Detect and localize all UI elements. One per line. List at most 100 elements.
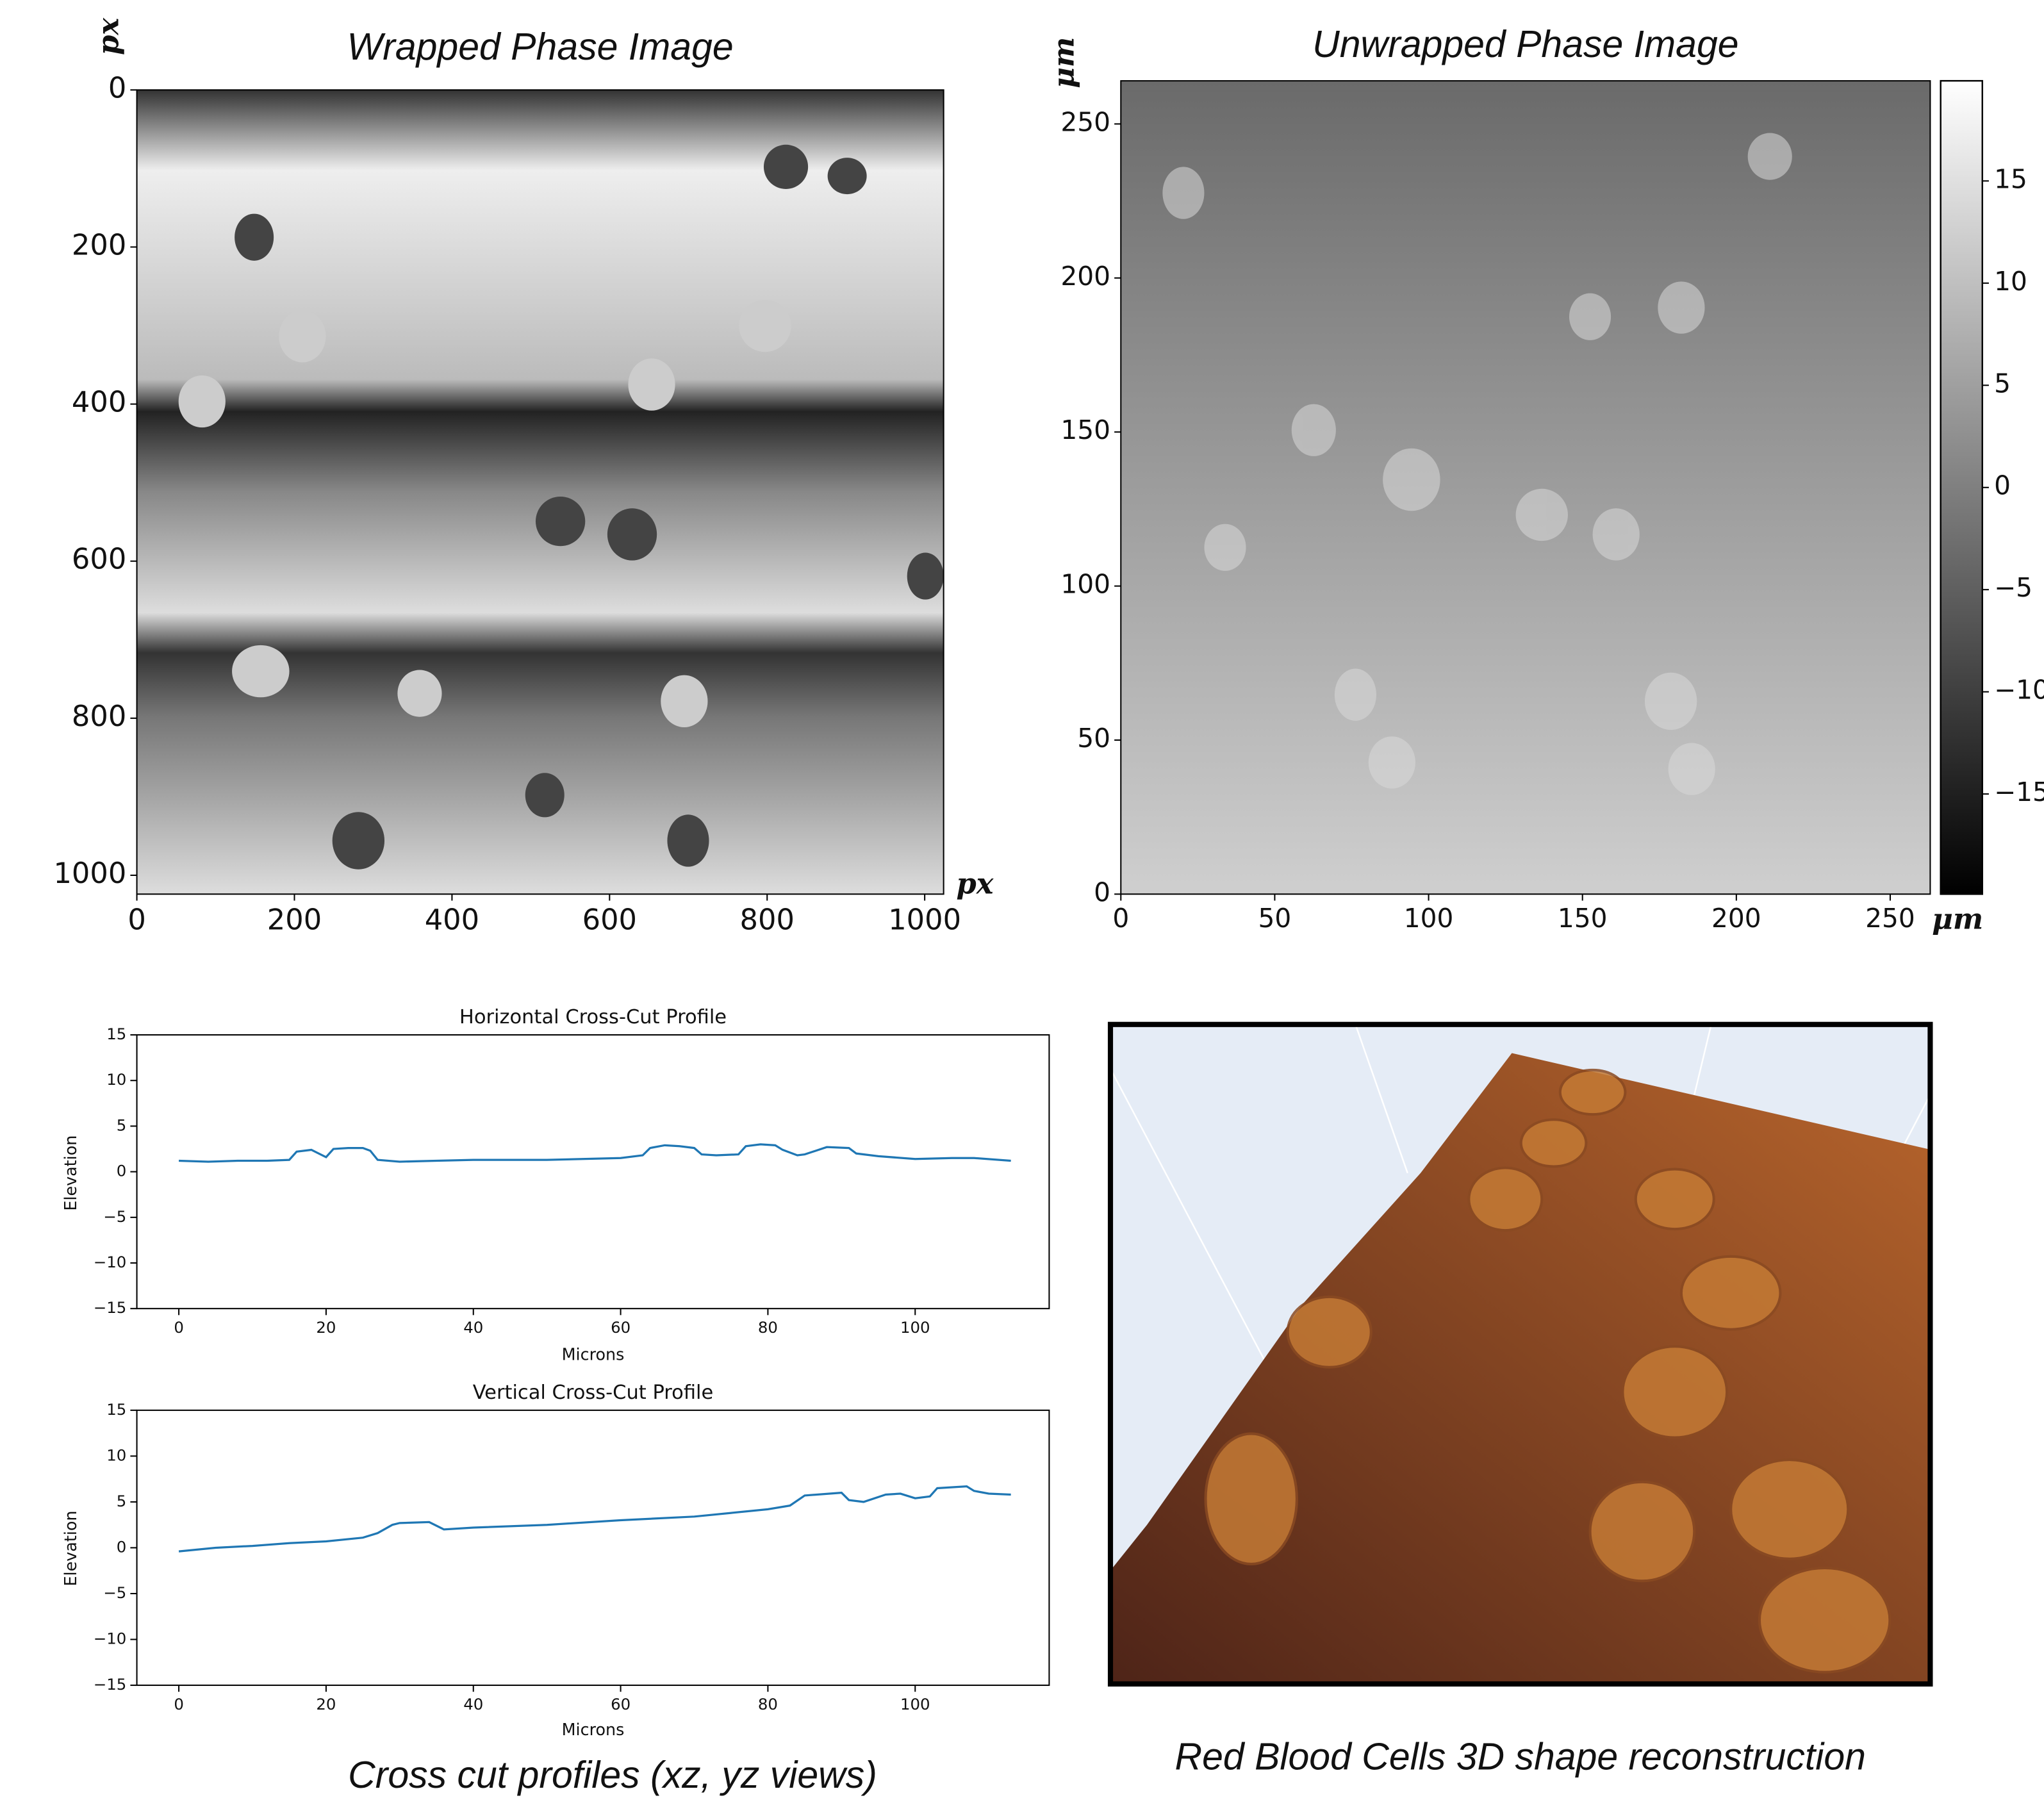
x-tick-label: 600 — [582, 902, 637, 936]
y-tick-label: −10 — [94, 1253, 126, 1271]
cell — [907, 552, 944, 599]
cell — [1760, 1568, 1890, 1672]
x-tick-label: 40 — [463, 1318, 483, 1337]
profile-line — [179, 1144, 1011, 1162]
y-tick-label: 5 — [117, 1492, 127, 1510]
y-tick-label: −15 — [94, 1675, 126, 1694]
y-tick-label: 5 — [117, 1116, 127, 1134]
caption: Cross cut profiles (xz, yz views) — [348, 1754, 877, 1796]
cell — [1622, 1346, 1727, 1437]
colorbar-tick-label: 5 — [1994, 368, 2011, 399]
y-tick-label: 800 — [72, 699, 126, 733]
cell — [1204, 524, 1246, 571]
cell — [1569, 293, 1611, 340]
cell — [1636, 1169, 1714, 1230]
x-tick-label: 20 — [316, 1695, 336, 1713]
cell — [1669, 743, 1715, 795]
cell — [1748, 133, 1792, 179]
cell — [628, 358, 675, 410]
cell — [828, 158, 867, 194]
cell — [1205, 1433, 1296, 1563]
cell — [279, 310, 326, 362]
x-tick-label: 200 — [1711, 903, 1761, 934]
cell — [1590, 1482, 1695, 1581]
profile-line — [179, 1487, 1011, 1552]
y-tick-label: 400 — [72, 385, 126, 419]
y-tick-label: 15 — [106, 1025, 126, 1043]
x-tick-label: 150 — [1558, 903, 1608, 934]
cell — [667, 814, 709, 866]
y-tick-label: 0 — [1094, 877, 1110, 907]
y-tick-label: 10 — [106, 1446, 126, 1464]
y-axis-label: px — [91, 17, 125, 55]
x-tick-label: 100 — [900, 1695, 930, 1713]
y-tick-label: −5 — [103, 1207, 126, 1226]
y-tick-label: 0 — [108, 70, 126, 104]
cell — [1383, 449, 1440, 511]
cell — [235, 214, 274, 261]
cell — [739, 300, 791, 352]
cell — [1288, 1297, 1371, 1367]
axes-frame — [137, 1410, 1050, 1685]
x-tick-label: 800 — [740, 902, 795, 936]
cell — [1560, 1070, 1626, 1114]
cell — [1292, 404, 1336, 456]
y-tick-label: −5 — [103, 1583, 126, 1602]
wrapped-image — [137, 90, 944, 894]
y-tick-label: 200 — [72, 227, 126, 261]
x-tick-label: 50 — [1258, 903, 1292, 934]
cell — [1681, 1257, 1781, 1330]
y-tick-label: 1000 — [53, 856, 126, 890]
x-axis-label: Microns — [562, 1344, 625, 1364]
x-tick-label: 100 — [1404, 903, 1454, 934]
y-tick-label: 0 — [117, 1537, 127, 1556]
colorbar — [1941, 81, 1982, 894]
page: {"chart_data": [ {"type": "image", "titl… — [0, 0, 2044, 1798]
cell — [397, 670, 441, 717]
cell — [1731, 1460, 1848, 1559]
y-tick-label: 0 — [117, 1162, 127, 1180]
cell — [1658, 281, 1704, 333]
colorbar-tick-label: −15 — [1994, 777, 2044, 807]
chart-title: Vertical Cross-Cut Profile — [473, 1381, 714, 1404]
chart-title: Unwrapped Phase Image — [1312, 24, 1738, 65]
y-tick-label: −10 — [94, 1629, 126, 1648]
chart-title: Wrapped Phase Image — [347, 26, 734, 68]
x-tick-label: 80 — [758, 1318, 778, 1337]
y-tick-label: 100 — [1060, 569, 1110, 600]
cell — [1516, 489, 1568, 541]
phase-image — [1121, 81, 1930, 894]
cell — [232, 645, 289, 697]
x-axis-label: μm — [1932, 902, 1983, 936]
x-tick-label: 0 — [128, 902, 145, 936]
x-tick-label: 0 — [174, 1695, 184, 1713]
x-tick-label: 250 — [1865, 903, 1915, 934]
colorbar-tick-label: 15 — [1994, 163, 2027, 194]
y-axis-label: Elevation — [61, 1510, 80, 1586]
x-axis-label: px — [956, 867, 994, 901]
x-tick-label: 60 — [611, 1695, 631, 1713]
x-tick-label: 40 — [463, 1695, 483, 1713]
unwrapped-image — [1121, 81, 1982, 894]
x-axis-label: Microns — [562, 1720, 625, 1739]
x-tick-label: 100 — [900, 1318, 930, 1337]
axes-frame — [137, 1035, 1050, 1308]
x-tick-label: 400 — [425, 902, 479, 936]
cell — [525, 773, 565, 817]
x-tick-label: 20 — [316, 1318, 336, 1337]
x-tick-label: 200 — [267, 902, 322, 936]
cell — [1593, 508, 1640, 560]
x-tick-label: 1000 — [888, 902, 961, 936]
cell — [1335, 668, 1376, 720]
y-tick-label: 200 — [1060, 261, 1110, 292]
colorbar-tick-label: 10 — [1994, 266, 2027, 297]
x-tick-label: 0 — [1112, 903, 1129, 934]
cell — [764, 145, 808, 189]
y-tick-label: 250 — [1060, 106, 1110, 137]
colorbar-tick-label: −5 — [1994, 572, 2032, 603]
cell — [661, 675, 707, 727]
y-tick-label: 15 — [106, 1400, 126, 1419]
cell — [333, 812, 384, 869]
chart-title: Horizontal Cross-Cut Profile — [459, 1006, 727, 1028]
y-tick-label: 150 — [1060, 415, 1110, 445]
